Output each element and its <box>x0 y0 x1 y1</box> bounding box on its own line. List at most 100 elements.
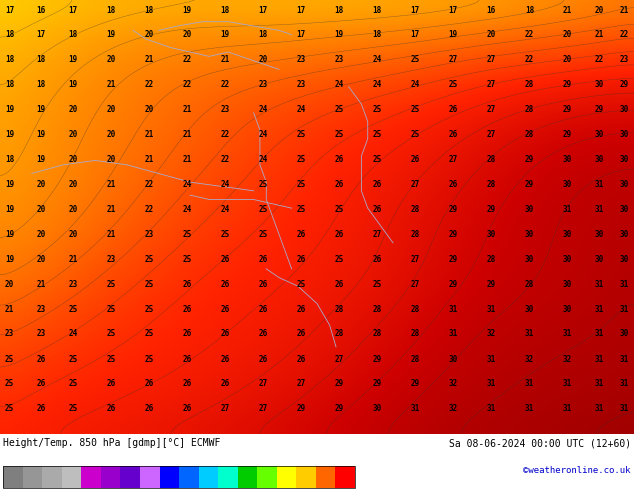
Text: 29: 29 <box>411 379 420 388</box>
Text: 28: 28 <box>487 155 496 164</box>
Text: 26: 26 <box>335 180 344 189</box>
Text: 26: 26 <box>335 230 344 239</box>
Text: 20: 20 <box>68 230 77 239</box>
Text: 21: 21 <box>145 155 153 164</box>
Text: 30: 30 <box>620 329 629 339</box>
Text: 26: 26 <box>297 305 306 314</box>
Text: 22: 22 <box>145 80 153 89</box>
Text: 26: 26 <box>259 355 268 364</box>
Text: 31: 31 <box>595 279 604 289</box>
Text: 29: 29 <box>373 355 382 364</box>
Text: 32: 32 <box>525 355 534 364</box>
Text: 23: 23 <box>297 80 306 89</box>
Text: 30: 30 <box>563 255 572 264</box>
Bar <box>335 466 355 488</box>
Text: 28: 28 <box>487 180 496 189</box>
Text: 21: 21 <box>107 180 115 189</box>
Text: 25: 25 <box>107 329 115 339</box>
Text: 21: 21 <box>183 155 191 164</box>
Text: 31: 31 <box>487 404 496 414</box>
Text: 20: 20 <box>68 105 77 114</box>
Text: 31: 31 <box>595 305 604 314</box>
Text: 18: 18 <box>5 155 14 164</box>
Text: 19: 19 <box>68 80 77 89</box>
Text: 26: 26 <box>259 305 268 314</box>
Text: 17: 17 <box>449 6 458 15</box>
Text: 22: 22 <box>221 130 230 139</box>
Text: 30: 30 <box>525 230 534 239</box>
Bar <box>101 466 120 488</box>
Bar <box>23 466 42 488</box>
Text: 30: 30 <box>620 255 629 264</box>
Text: 27: 27 <box>449 55 458 64</box>
Text: 20: 20 <box>183 30 191 39</box>
Text: 28: 28 <box>335 305 344 314</box>
Text: 25: 25 <box>5 379 14 388</box>
Text: 25: 25 <box>411 105 420 114</box>
Text: 29: 29 <box>487 205 496 214</box>
Text: 20: 20 <box>68 155 77 164</box>
Text: 27: 27 <box>449 155 458 164</box>
Text: 25: 25 <box>5 404 14 414</box>
Text: 30: 30 <box>595 255 604 264</box>
Text: 26: 26 <box>183 305 191 314</box>
Text: 21: 21 <box>37 279 46 289</box>
Text: 17: 17 <box>297 6 306 15</box>
Text: 32: 32 <box>563 355 572 364</box>
Text: 20: 20 <box>595 6 604 15</box>
Text: 31: 31 <box>620 404 629 414</box>
Text: 24: 24 <box>221 180 230 189</box>
Text: 22: 22 <box>183 55 191 64</box>
Text: 28: 28 <box>411 305 420 314</box>
Text: 30: 30 <box>595 130 604 139</box>
Text: 27: 27 <box>373 230 382 239</box>
Text: 26: 26 <box>297 255 306 264</box>
Text: 25: 25 <box>68 379 77 388</box>
Text: 29: 29 <box>449 279 458 289</box>
Bar <box>62 466 81 488</box>
Text: 18: 18 <box>145 6 153 15</box>
Text: 26: 26 <box>145 379 153 388</box>
Text: 23: 23 <box>37 329 46 339</box>
Text: 26: 26 <box>259 255 268 264</box>
Text: 29: 29 <box>525 180 534 189</box>
Bar <box>140 466 160 488</box>
Text: ©weatheronline.co.uk: ©weatheronline.co.uk <box>523 466 631 475</box>
Text: 21: 21 <box>107 205 115 214</box>
Text: 25: 25 <box>221 230 230 239</box>
Text: 26: 26 <box>335 155 344 164</box>
Text: 30: 30 <box>525 255 534 264</box>
Text: 28: 28 <box>525 80 534 89</box>
Text: 30: 30 <box>595 230 604 239</box>
Text: 29: 29 <box>563 130 572 139</box>
Text: 27: 27 <box>259 404 268 414</box>
Text: 30: 30 <box>525 305 534 314</box>
Text: 30: 30 <box>449 355 458 364</box>
Text: 21: 21 <box>620 6 629 15</box>
Text: 31: 31 <box>620 279 629 289</box>
Text: 25: 25 <box>183 255 191 264</box>
Text: 20: 20 <box>145 30 153 39</box>
Bar <box>297 466 316 488</box>
Text: 31: 31 <box>449 305 458 314</box>
Text: 23: 23 <box>37 305 46 314</box>
Text: 26: 26 <box>221 329 230 339</box>
Text: 17: 17 <box>411 30 420 39</box>
Text: 27: 27 <box>335 355 344 364</box>
Text: 29: 29 <box>449 230 458 239</box>
Text: 21: 21 <box>107 80 115 89</box>
Text: 31: 31 <box>595 404 604 414</box>
Text: 30: 30 <box>487 230 496 239</box>
Text: 19: 19 <box>183 6 191 15</box>
Text: 29: 29 <box>620 80 629 89</box>
Text: 22: 22 <box>525 30 534 39</box>
Text: 24: 24 <box>373 55 382 64</box>
Text: 28: 28 <box>525 279 534 289</box>
Text: 30: 30 <box>620 130 629 139</box>
Text: 31: 31 <box>411 404 420 414</box>
Text: 25: 25 <box>259 205 268 214</box>
Text: 28: 28 <box>373 305 382 314</box>
Text: 26: 26 <box>183 329 191 339</box>
Text: 21: 21 <box>68 255 77 264</box>
Bar <box>218 466 238 488</box>
